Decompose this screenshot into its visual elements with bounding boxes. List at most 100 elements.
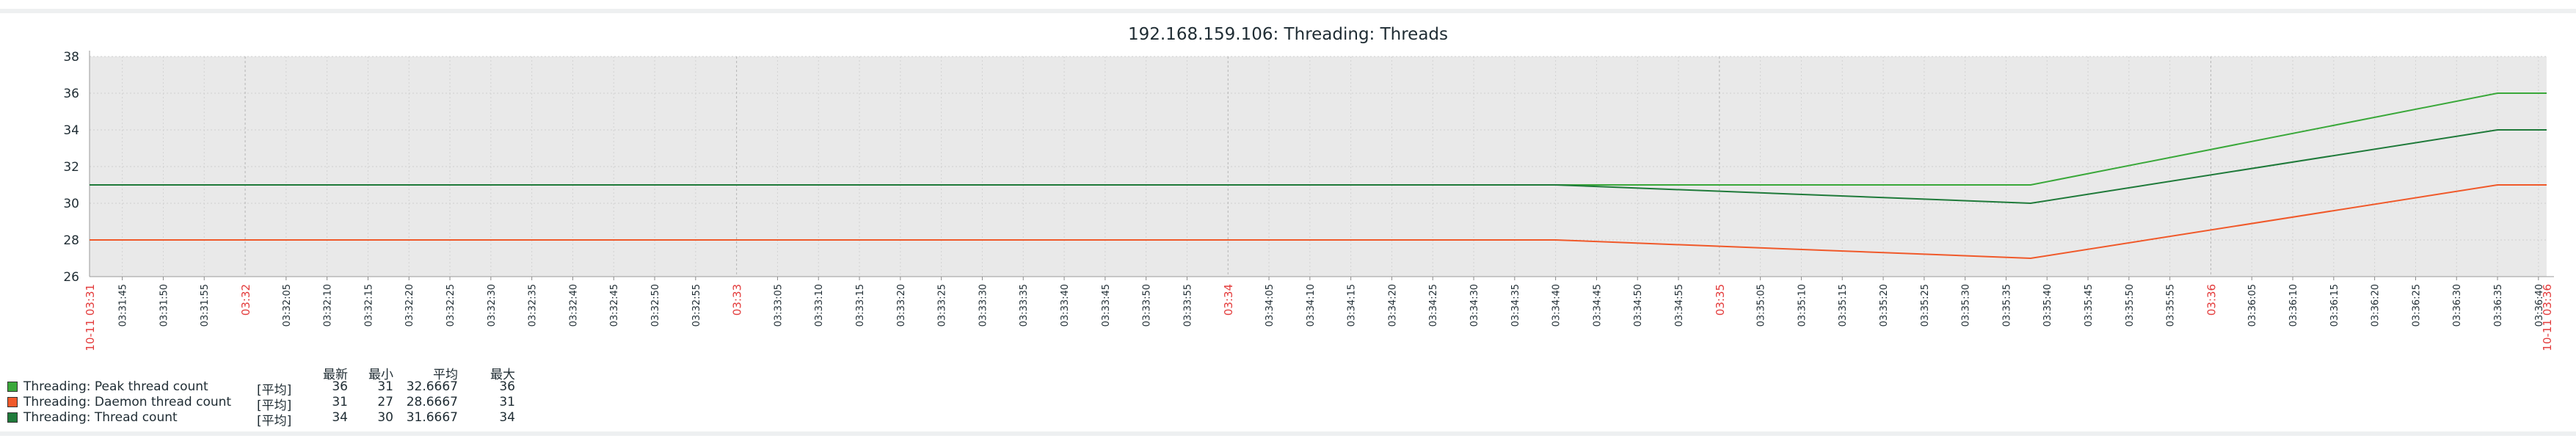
- x-tick-label: 03:35:45: [2084, 284, 2095, 327]
- x-tick-label: 03:33:50: [1142, 284, 1153, 327]
- legend-max: 31: [499, 395, 515, 409]
- x-tick-label: 03:36:25: [2411, 284, 2422, 327]
- y-tick-label: 30: [63, 197, 79, 211]
- x-tick-label: 03:35:25: [1920, 284, 1931, 327]
- x-tick-label: 03:33:25: [937, 284, 948, 327]
- x-tick-label: 03:34:55: [1674, 284, 1685, 327]
- x-tick-label: 03:34:30: [1469, 284, 1480, 327]
- bottom-divider: [0, 431, 2576, 436]
- legend-func: [平均]: [257, 414, 292, 429]
- legend-min: 30: [377, 410, 393, 425]
- legend-last: 34: [332, 410, 348, 425]
- x-tick-label: 03:34:20: [1387, 284, 1398, 327]
- x-tick-label: 03:33:10: [814, 284, 825, 327]
- y-tick-label: 38: [63, 50, 79, 65]
- x-major-label: 03:34: [1222, 284, 1235, 316]
- y-tick-label: 36: [63, 87, 79, 101]
- x-tick-label: 03:32:25: [445, 284, 456, 327]
- legend-avg: 32.6667: [406, 379, 458, 394]
- legend-swatch-peak: [7, 382, 18, 392]
- x-tick-label: 03:34:40: [1551, 284, 1562, 327]
- legend-header-last: 最新: [323, 368, 348, 382]
- x-tick-label: 03:33:15: [855, 284, 866, 327]
- legend-name: Threading: Thread count: [23, 410, 178, 425]
- legend-func: [平均]: [257, 398, 292, 413]
- legend-min: 31: [377, 379, 393, 394]
- legend-header-avg: 平均: [433, 368, 458, 382]
- x-major-label: 03:36: [2205, 284, 2218, 316]
- x-tick-label: 03:36:40: [2534, 284, 2545, 327]
- x-tick-label: 03:32:10: [323, 284, 334, 327]
- y-tick-label: 32: [63, 160, 79, 175]
- x-tick-label: 03:33:05: [773, 284, 784, 327]
- x-end-label: 10-11 03:36: [2541, 284, 2554, 351]
- x-tick-label: 03:32:45: [609, 284, 620, 327]
- x-tick-label: 03:33:45: [1101, 284, 1112, 327]
- legend-header-min: 最小: [368, 368, 393, 382]
- y-tick-label: 34: [63, 123, 79, 138]
- x-tick-label: 03:32:40: [568, 284, 579, 327]
- x-tick-label: 03:36:35: [2493, 284, 2504, 327]
- x-tick-label: 03:34:15: [1347, 284, 1358, 327]
- x-tick-label: 03:36:05: [2247, 284, 2258, 327]
- x-tick-label: 03:34:05: [1265, 284, 1276, 327]
- x-major-label: 03:32: [239, 284, 252, 316]
- legend-max: 34: [499, 410, 515, 425]
- x-tick-label: 03:32:20: [404, 284, 415, 327]
- x-tick-label: 03:31:50: [159, 284, 170, 327]
- legend-header-max: 最大: [490, 368, 515, 382]
- x-tick-label: 03:34:50: [1633, 284, 1644, 327]
- x-start-label: 10-11 03:31: [84, 284, 97, 351]
- x-tick-label: 03:34:25: [1428, 284, 1439, 327]
- x-tick-label: 03:35:40: [2042, 284, 2053, 327]
- legend-func: [平均]: [257, 383, 292, 398]
- top-divider: [0, 9, 2576, 13]
- x-tick-label: 03:31:55: [200, 284, 211, 327]
- y-tick-label: 26: [63, 270, 79, 285]
- x-tick-label: 03:32:50: [650, 284, 661, 327]
- x-tick-label: 03:34:10: [1306, 284, 1317, 327]
- x-tick-label: 03:33:20: [896, 284, 907, 327]
- legend-max: 36: [499, 379, 515, 394]
- x-tick-label: 03:35:05: [1756, 284, 1767, 327]
- x-tick-label: 03:36:15: [2329, 284, 2340, 327]
- x-tick-label: 03:32:55: [691, 284, 702, 327]
- x-tick-label: 03:34:45: [1592, 284, 1603, 327]
- x-tick-label: 03:33:40: [1060, 284, 1071, 327]
- legend-min: 27: [377, 395, 393, 409]
- legend-swatch-thread: [7, 412, 18, 423]
- x-tick-label: 03:35:50: [2125, 284, 2136, 327]
- legend-last: 36: [332, 379, 348, 394]
- x-tick-label: 03:33:30: [978, 284, 989, 327]
- x-tick-label: 03:33:55: [1182, 284, 1193, 327]
- x-tick-label: 03:35:15: [1838, 284, 1849, 327]
- legend-last: 31: [332, 395, 348, 409]
- x-tick-label: 03:36:30: [2452, 284, 2463, 327]
- x-tick-label: 03:32:15: [363, 284, 374, 327]
- series-line-2: [90, 129, 2547, 205]
- x-tick-label: 03:32:30: [487, 284, 498, 327]
- x-major-label: 03:33: [731, 284, 744, 316]
- x-tick-label: 03:34:35: [1510, 284, 1521, 327]
- x-tick-label: 03:35:20: [1879, 284, 1890, 327]
- chart-title: 192.168.159.106: Threading: Threads: [1127, 25, 1449, 44]
- legend-name: Threading: Daemon thread count: [23, 395, 232, 409]
- series-line-1: [90, 184, 2547, 260]
- legend-swatch-daemon: [7, 397, 18, 407]
- x-tick-label: 03:35:10: [1797, 284, 1808, 327]
- x-tick-label: 03:31:45: [118, 284, 129, 327]
- x-tick-label: 03:36:20: [2371, 284, 2382, 327]
- x-tick-label: 03:33:35: [1019, 284, 1030, 327]
- legend-avg: 28.6667: [406, 395, 458, 409]
- x-tick-label: 03:35:55: [2166, 284, 2177, 327]
- x-major-label: 03:35: [1714, 284, 1727, 316]
- legend-name: Threading: Peak thread count: [23, 379, 208, 394]
- legend-avg: 31.6667: [406, 410, 458, 425]
- x-tick-label: 03:32:35: [528, 284, 539, 327]
- x-tick-label: 03:32:05: [282, 284, 293, 327]
- x-tick-label: 03:35:30: [1961, 284, 1972, 327]
- x-tick-label: 03:36:10: [2288, 284, 2299, 327]
- x-tick-label: 03:35:35: [2001, 284, 2012, 327]
